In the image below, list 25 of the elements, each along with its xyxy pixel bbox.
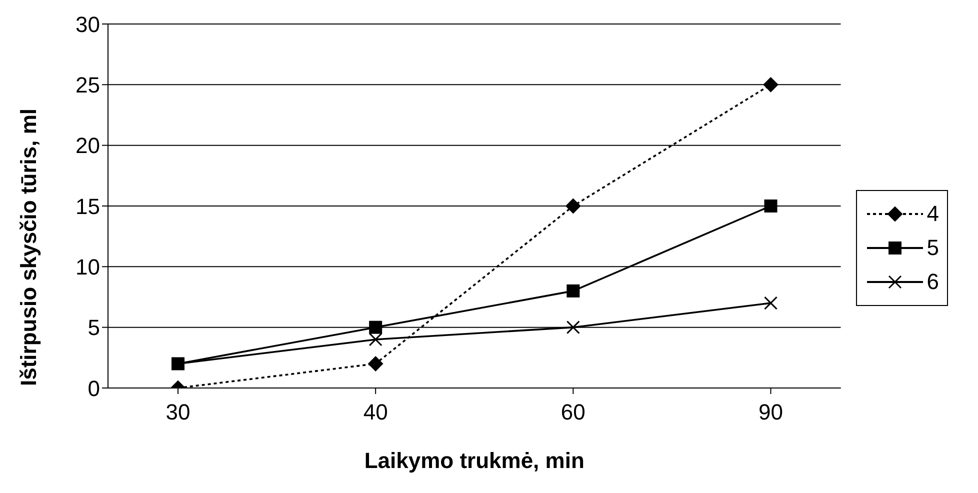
y-tick-label: 20 — [76, 133, 100, 158]
point — [368, 332, 382, 346]
point — [764, 200, 778, 212]
y-tick-label: 0 — [88, 376, 100, 401]
x-tick-label: 40 — [363, 400, 388, 425]
y-tick-label: 25 — [76, 72, 100, 98]
point — [369, 320, 382, 334]
point — [566, 320, 580, 334]
point — [763, 77, 778, 92]
y-axis-title: Ištirpusio skysčio tūris, ml — [16, 108, 41, 386]
x-tick-label: 60 — [560, 400, 586, 425]
x-tick-label: 30 — [166, 400, 190, 425]
point — [368, 356, 384, 372]
point — [566, 284, 580, 298]
legend-label: 4 — [926, 201, 939, 227]
legend-label: 6 — [926, 269, 939, 295]
x-tick-label: 90 — [758, 400, 783, 425]
x-axis-title: Laikymo trukmė, min — [364, 448, 584, 473]
legend-label: 5 — [926, 235, 939, 261]
point — [566, 198, 581, 214]
point — [764, 296, 778, 310]
y-tick-label: 5 — [88, 315, 100, 340]
y-tick-label: 10 — [76, 254, 100, 280]
y-tick-label: 30 — [76, 12, 100, 37]
y-tick-label: 15 — [76, 194, 100, 219]
